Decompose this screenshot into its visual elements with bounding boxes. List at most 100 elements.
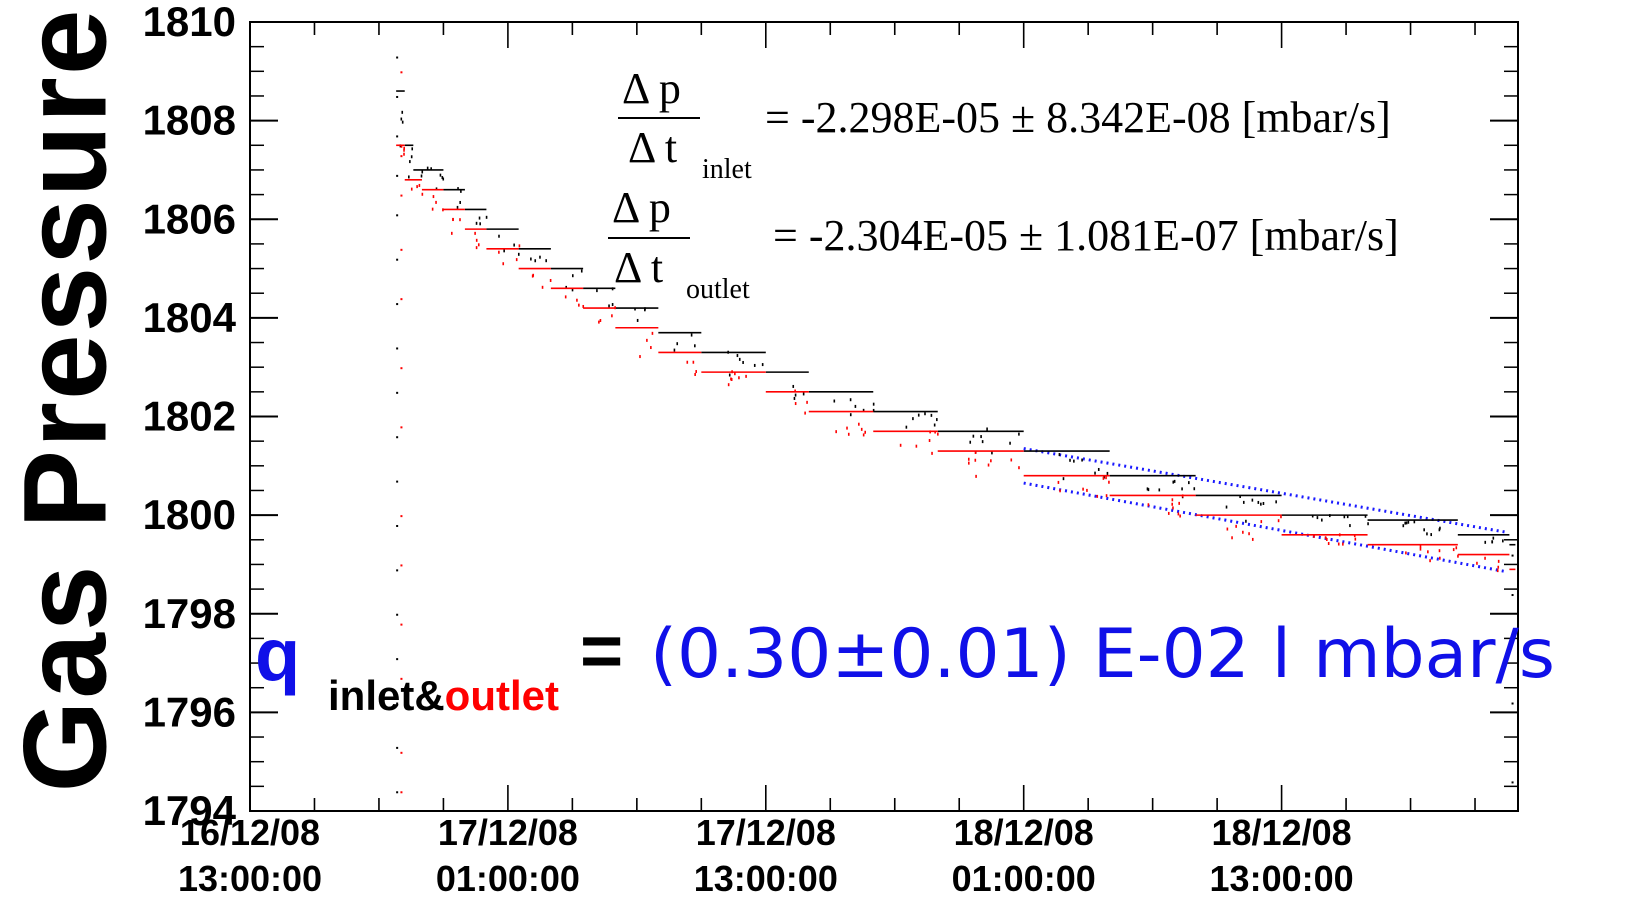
series-inlet-point [498,234,500,238]
x-tick-label-time: 01:00:00 [952,858,1096,899]
series-outlet-point [1242,530,1244,534]
series-outlet-point [1231,536,1233,540]
series-inlet-point [793,396,796,400]
series-inlet-point [430,167,432,171]
series-inlet-point [1058,453,1061,457]
series-inlet-point [1502,539,1504,543]
series-inlet-point [917,413,920,417]
series-outlet-point [416,185,418,189]
scatter-point [400,623,403,626]
series-outlet-point [1496,569,1499,573]
scatter-point [396,613,399,616]
series-outlet-point [646,338,648,342]
series-outlet-point [1439,556,1441,560]
x-tick-label-date: 17/12/08 [438,812,578,853]
series-outlet-point [1178,501,1180,505]
scatter-point [1511,702,1514,705]
scatter-point [396,95,399,98]
series-outlet-point [614,306,616,310]
series-outlet-point [1476,561,1478,565]
inlet-rate-value: = -2.298E-05 ± 8.342E-08 [mbar/s] [765,93,1391,142]
series-outlet-point [418,183,421,187]
series-inlet-point [930,413,933,417]
inlet-rate-annotation: Δ p Δ t inlet = -2.298E-05 ± 8.342E-08 [… [618,64,1391,185]
leak-rate-subscript-part2: outlet [445,672,559,719]
series-inlet-point [849,413,852,417]
series-inlet-point [872,402,875,406]
series-inlet-point [753,363,756,367]
series-inlet-point [933,423,936,427]
series-inlet-point [742,360,744,364]
y-tick-label: 1808 [143,97,236,144]
leak-rate-equals: = [580,609,623,692]
series-outlet-point [1338,533,1341,537]
series-outlet-point [1105,476,1107,480]
series-inlet-point [441,176,444,180]
x-tick-label-time: 01:00:00 [436,858,580,899]
scatter-point [396,702,399,705]
series-outlet-point [899,443,902,447]
scatter-point [396,56,399,59]
series-outlet-point [1251,537,1254,541]
series-inlet-point [849,398,852,402]
series-inlet-point [420,174,423,178]
series-inlet-point [1106,471,1109,475]
series-outlet-point [1147,503,1150,507]
series-outlet-point [804,411,806,415]
series-outlet-point [990,459,992,463]
series-outlet-point [738,376,740,380]
y-tick-label: 1794 [143,787,237,834]
series-inlet-point [1062,477,1065,481]
series-outlet-point [1429,559,1431,563]
series-inlet-point [479,222,481,226]
series-outlet-point [1235,524,1237,528]
series-outlet-point [931,451,933,455]
series-inlet-point [676,342,679,346]
scatter-point [396,436,399,439]
scatter-point [400,194,403,197]
series-outlet-point [968,461,970,465]
series-inlet-point [411,147,414,151]
series-inlet-point [912,417,914,421]
scatter-point [396,791,399,794]
series-outlet-point [1171,498,1174,502]
series-outlet-point [639,355,641,359]
scatter-point [400,71,403,74]
series-inlet-point [1402,524,1405,528]
series-inlet-point [1193,487,1196,491]
series-outlet-point [1427,550,1429,554]
series-inlet-point [1172,480,1175,484]
series-outlet-point [403,152,405,156]
axes-layer: 1794 1796 1798 1800 1802 1804 1806 1808 1810 16/1… [143,0,1518,899]
series-outlet-point [937,432,939,436]
series-inlet-point [1438,528,1441,532]
series-inlet-point [1073,459,1075,463]
outlet-rate-annotation: Δ p Δ t outlet = -2.304E-05 ± 1.081E-07 … [608,183,1399,305]
series-outlet-point [1405,551,1407,555]
series-outlet-point [549,278,552,282]
leak-rate-subscript-inlet: inlet&outlet [328,672,559,719]
series-outlet-point [1181,494,1184,498]
series-inlet-point [580,269,583,273]
series-inlet-point [636,318,639,322]
series-outlet-point [745,374,747,378]
series-outlet-fit-line [1023,481,1508,574]
series-inlet-point [401,110,404,114]
series-inlet-point [1158,488,1161,492]
series-outlet-point [1497,559,1500,563]
scatter-point [1511,781,1514,784]
series-outlet-point [599,318,602,322]
series-inlet-point [1328,514,1331,518]
series-inlet-point [611,303,614,307]
series-outlet-point [1105,494,1108,498]
y-tick-label: 1802 [143,393,236,440]
series-outlet-point [1082,487,1084,491]
series-inlet-point [1491,540,1493,544]
scatter-point [396,391,399,394]
series-inlet-point [1404,521,1406,525]
series-inlet-point [571,274,574,278]
series-inlet-point [1225,505,1228,509]
series-inlet-point [457,187,459,191]
